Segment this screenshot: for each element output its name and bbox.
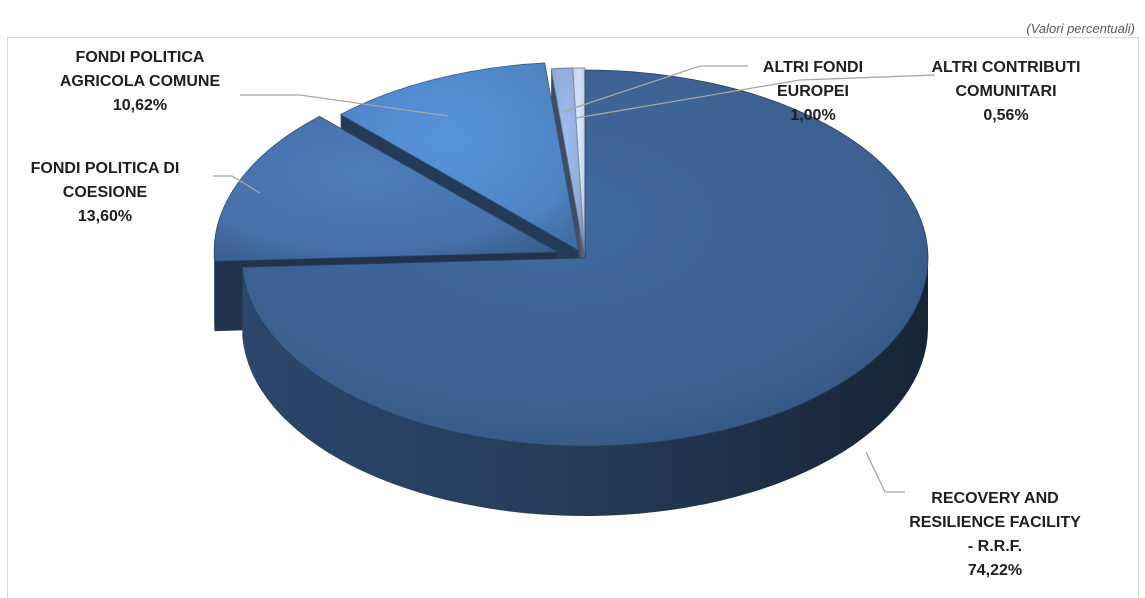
slice-label-3: ALTRI FONDI EUROPEI 1,00% — [763, 59, 863, 124]
slice-value-2: 10,62% — [113, 97, 167, 114]
leader-line-0 — [865, 451, 905, 493]
pie-slice-0 — [241, 69, 929, 447]
unit-note: (Valori percentuali) — [1026, 21, 1135, 36]
slice-value-3: 1,00% — [790, 107, 835, 124]
leader-line-1 — [213, 175, 261, 194]
pie-slice-4 — [572, 67, 586, 256]
slice-name-line-3-1: EUROPEI — [777, 83, 849, 100]
slice-name-line-1-0: FONDI POLITICA DI — [31, 160, 180, 177]
slice-name-line-2-1: AGRICOLA COMUNE — [60, 73, 221, 90]
slice-name-line-0-0: RECOVERY AND — [931, 490, 1058, 507]
slice-name-line-0-1: RESILIENCE FACILITY — [909, 514, 1081, 531]
leader-line-2 — [240, 94, 449, 117]
leader-line-4 — [575, 74, 936, 119]
slice-name-line-1-1: COESIONE — [63, 184, 148, 201]
slice-value-4: 0,56% — [983, 107, 1028, 124]
slice-label-2: FONDI POLITICA AGRICOLA COMUNE 10,62% — [60, 49, 221, 114]
slice-name-line-0-2: - R.R.F. — [968, 538, 1022, 555]
slice-label-1: FONDI POLITICA DI COESIONE 13,60% — [31, 160, 180, 225]
pie-slice-side-0 — [242, 258, 928, 517]
slice-label-4: ALTRI CONTRIBUTI COMUNITARI 0,56% — [931, 59, 1080, 124]
chart-frame — [7, 37, 1139, 598]
leader-line-3 — [561, 65, 748, 113]
slice-value-1: 13,60% — [78, 208, 132, 225]
slice-name-line-4-0: ALTRI CONTRIBUTI — [931, 59, 1080, 76]
slice-name-line-3-0: ALTRI FONDI — [763, 59, 863, 76]
slice-name-line-2-0: FONDI POLITICA — [76, 49, 205, 66]
slice-label-0: RECOVERY AND RESILIENCE FACILITY - R.R.F. 7… — [909, 490, 1081, 579]
slice-value-0: 74,22% — [968, 562, 1022, 579]
slice-name-line-4-1: COMUNITARI — [955, 83, 1056, 100]
pie-slice-1 — [213, 115, 559, 262]
